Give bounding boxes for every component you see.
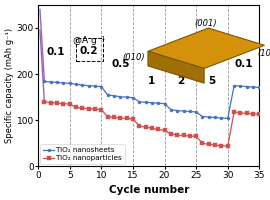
Text: (001): (001)	[194, 19, 217, 28]
TiO₂ nanosheets	[194, 111, 198, 113]
Text: 0.1: 0.1	[46, 47, 65, 57]
TiO₂ nanosheets	[157, 102, 160, 104]
Text: 0.2: 0.2	[79, 46, 98, 56]
TiO₂ nanoparticles	[125, 117, 128, 120]
TiO₂ nanosheets	[150, 102, 154, 104]
TiO₂ nanoparticles	[157, 128, 160, 131]
TiO₂ nanoparticles	[138, 125, 141, 127]
TiO₂ nanosheets	[43, 80, 46, 83]
TiO₂ nanosheets	[176, 109, 179, 112]
TiO₂ nanoparticles	[194, 135, 198, 138]
TiO₂ nanosheets	[81, 84, 84, 86]
TiO₂ nanosheets	[182, 110, 185, 112]
TiO₂ nanoparticles	[87, 108, 90, 110]
Text: 1: 1	[148, 76, 156, 86]
TiO₂ nanoparticles	[245, 112, 248, 115]
TiO₂ nanoparticles	[43, 101, 46, 103]
TiO₂ nanoparticles	[258, 113, 261, 115]
Text: 2: 2	[177, 76, 184, 86]
Y-axis label: Specific capacity (mAh g⁻¹): Specific capacity (mAh g⁻¹)	[5, 28, 14, 143]
TiO₂ nanosheets	[245, 85, 248, 88]
TiO₂ nanosheets	[100, 85, 103, 88]
TiO₂ nanosheets	[169, 108, 173, 111]
TiO₂ nanoparticles	[232, 111, 236, 113]
Polygon shape	[148, 28, 265, 68]
TiO₂ nanosheets	[163, 102, 166, 105]
TiO₂ nanosheets	[93, 85, 97, 87]
TiO₂ nanoparticles	[49, 102, 52, 104]
TiO₂ nanosheets	[251, 86, 255, 88]
TiO₂ nanosheets	[68, 82, 71, 85]
TiO₂ nanosheets	[119, 96, 122, 98]
TiO₂ nanosheets	[201, 115, 204, 118]
TiO₂ nanosheets	[226, 117, 230, 120]
TiO₂ nanoparticles	[131, 118, 134, 120]
TiO₂ nanosheets	[106, 94, 109, 96]
TiO₂ nanoparticles	[169, 133, 173, 135]
TiO₂ nanoparticles	[81, 107, 84, 109]
Text: 5: 5	[208, 76, 215, 86]
TiO₂ nanosheets	[125, 96, 128, 98]
TiO₂ nanosheets	[131, 96, 134, 99]
TiO₂ nanosheets	[188, 110, 191, 113]
TiO₂ nanoparticles	[144, 126, 147, 128]
TiO₂ nanoparticles	[163, 129, 166, 132]
TiO₂ nanoparticles	[93, 108, 97, 110]
TiO₂ nanosheets	[220, 117, 223, 119]
Text: @A g⁻¹: @A g⁻¹	[73, 36, 105, 45]
TiO₂ nanoparticles	[62, 102, 65, 105]
TiO₂ nanosheets	[112, 95, 116, 97]
Legend: TiO₂ nanosheets, TiO₂ nanoparticles: TiO₂ nanosheets, TiO₂ nanoparticles	[40, 144, 125, 164]
TiO₂ nanoparticles	[214, 144, 217, 146]
Text: (010): (010)	[123, 53, 145, 62]
TiO₂ nanosheets	[62, 82, 65, 84]
TiO₂ nanoparticles	[100, 108, 103, 111]
TiO₂ nanoparticles	[55, 102, 59, 104]
TiO₂ nanosheets	[232, 84, 236, 87]
TiO₂ nanoparticles	[176, 134, 179, 136]
TiO₂ nanosheets	[144, 101, 147, 103]
Text: 0.5: 0.5	[111, 59, 130, 69]
TiO₂ nanosheets	[239, 85, 242, 87]
TiO₂ nanoparticles	[226, 145, 230, 147]
TiO₂ nanosheets	[74, 83, 77, 85]
TiO₂ nanosheets	[207, 116, 210, 118]
TiO₂ nanoparticles	[201, 142, 204, 145]
TiO₂ nanosheets	[258, 86, 261, 89]
TiO₂ nanoparticles	[251, 113, 255, 115]
Line: TiO₂ nanosheets: TiO₂ nanosheets	[43, 80, 261, 120]
TiO₂ nanoparticles	[182, 134, 185, 137]
TiO₂ nanosheets	[49, 81, 52, 83]
TiO₂ nanoparticles	[119, 117, 122, 119]
TiO₂ nanoparticles	[239, 112, 242, 114]
TiO₂ nanoparticles	[74, 106, 77, 109]
TiO₂ nanosheets	[138, 101, 141, 103]
TiO₂ nanosheets	[87, 84, 90, 87]
X-axis label: Cycle number: Cycle number	[109, 185, 189, 195]
Text: 0.1: 0.1	[234, 59, 253, 69]
TiO₂ nanosheets	[214, 116, 217, 119]
Line: TiO₂ nanoparticles: TiO₂ nanoparticles	[43, 100, 261, 148]
TiO₂ nanosheets	[55, 81, 59, 84]
TiO₂ nanoparticles	[106, 115, 109, 118]
TiO₂ nanoparticles	[68, 103, 71, 105]
TiO₂ nanoparticles	[150, 127, 154, 129]
Polygon shape	[148, 51, 204, 83]
Text: (100): (100)	[258, 49, 270, 58]
TiO₂ nanoparticles	[188, 135, 191, 137]
TiO₂ nanoparticles	[112, 116, 116, 119]
TiO₂ nanoparticles	[220, 144, 223, 147]
TiO₂ nanoparticles	[207, 143, 210, 145]
